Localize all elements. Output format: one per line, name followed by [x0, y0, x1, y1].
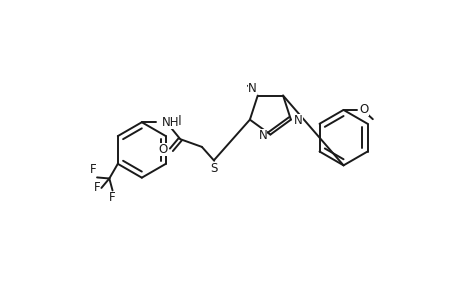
Text: O: O [359, 103, 368, 116]
Text: N: N [258, 129, 267, 142]
Text: N: N [248, 82, 257, 95]
Text: O: O [158, 143, 167, 156]
Text: S: S [210, 162, 218, 175]
Text: F: F [109, 191, 116, 204]
Text: NH: NH [162, 116, 179, 129]
Text: F: F [94, 182, 101, 194]
Text: N: N [293, 114, 302, 127]
Text: F: F [90, 163, 96, 176]
Text: Cl: Cl [170, 116, 182, 128]
